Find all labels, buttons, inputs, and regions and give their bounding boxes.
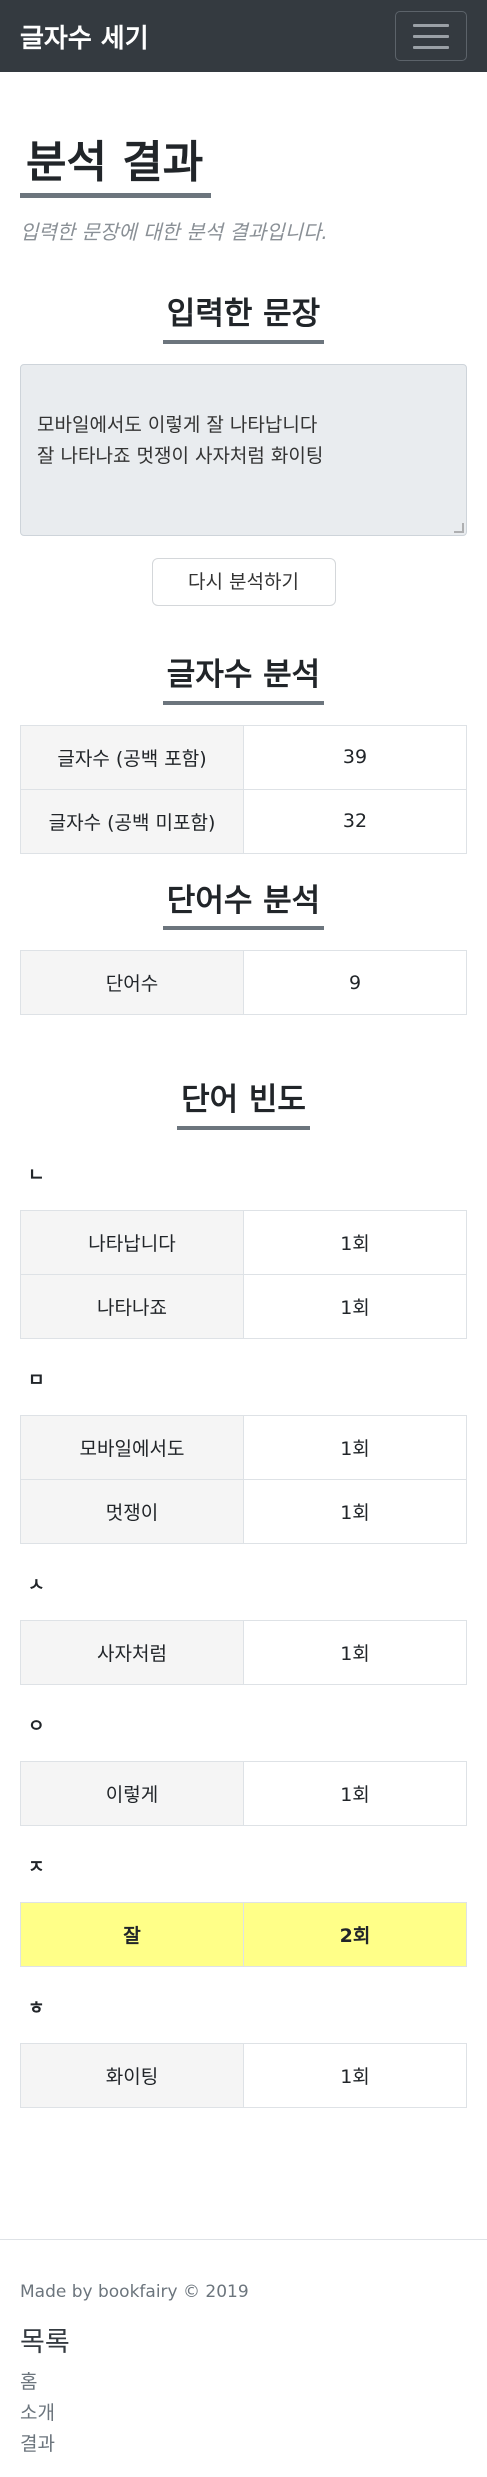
reanalyze-button[interactable]: 다시 분석하기 [151, 557, 336, 606]
table-row: 글자수 (공백 포함) 39 [20, 724, 467, 790]
char-section-header: 글자수 분석 [20, 656, 467, 705]
freq-word: 이렇게 [20, 1761, 244, 1827]
input-section-header: 입력한 문장 [20, 295, 467, 344]
freq-section-header: 단어 빈도 [20, 1081, 467, 1131]
word-section-title: 단어수 분석 [162, 882, 325, 931]
freq-count: 1회 [243, 1210, 467, 1276]
footer-link-about[interactable]: 소개 [20, 2402, 55, 2424]
freq-count: 1회 [243, 1274, 467, 1340]
freq-table: 사자처럼 1회 [20, 1620, 467, 1686]
freq-group-label: ㅁ [28, 1370, 45, 1392]
hamburger-icon [413, 45, 449, 49]
table-value: 39 [243, 724, 467, 790]
table-value: 9 [243, 950, 467, 1016]
table-row: 글자수 (공백 미포함) 32 [20, 788, 467, 854]
freq-word: 나타납니다 [20, 1210, 244, 1276]
freq-word: 잘 [20, 1902, 244, 1968]
freq-group-label: ㅅ [28, 1575, 45, 1597]
footer-link-home[interactable]: 홈 [20, 2371, 38, 2393]
hamburger-icon [413, 34, 449, 38]
freq-word: 화이팅 [20, 2043, 244, 2109]
page-lead: 입력한 문장에 대한 분석 결과입니다. [20, 220, 328, 245]
footer-link-result[interactable]: 결과 [20, 2433, 55, 2455]
freq-table: 이렇게 1회 [20, 1761, 467, 1827]
input-text: 모바일에서도 이렇게 잘 나타납니다 잘 나타나죠 멋쟁이 사자처럼 화이팅 [37, 413, 324, 467]
table-row: 멋쟁이 1회 [20, 1479, 467, 1545]
freq-table: 모바일에서도 1회 멋쟁이 1회 [20, 1415, 467, 1545]
freq-group-label: ㄴ [28, 1165, 45, 1187]
brand-title[interactable]: 글자수 세기 [20, 23, 149, 54]
table-row: 화이팅 1회 [20, 2043, 467, 2109]
main-content: 분석 결과 입력한 문장에 대한 분석 결과입니다. 입력한 문장 모바일에서도… [0, 72, 487, 2109]
footer: Made by bookfairy © 2019 목록 홈 소개 결과 [0, 2239, 487, 2460]
table-row: 나타납니다 1회 [20, 1210, 467, 1276]
freq-count: 1회 [243, 2043, 467, 2109]
hamburger-icon [413, 23, 449, 27]
freq-table: 나타납니다 1회 나타나죠 1회 [20, 1210, 467, 1340]
input-section-title: 입력한 문장 [162, 295, 325, 344]
freq-count: 1회 [243, 1761, 467, 1827]
freq-word: 멋쟁이 [20, 1479, 244, 1545]
table-row: 나타나죠 1회 [20, 1274, 467, 1340]
word-count-table: 단어수 9 [20, 950, 467, 1016]
freq-group-label: ㅈ [28, 1857, 45, 1879]
freq-count: 2회 [243, 1902, 467, 1968]
word-section-header: 단어수 분석 [20, 882, 467, 931]
freq-group-label: ㅇ [28, 1716, 45, 1738]
resize-handle-icon[interactable] [454, 522, 464, 533]
table-row: 모바일에서도 1회 [20, 1415, 467, 1481]
freq-table: 화이팅 1회 [20, 2043, 467, 2109]
freq-word: 사자처럼 [20, 1620, 244, 1686]
table-value: 32 [243, 788, 467, 854]
freq-word: 나타나죠 [20, 1274, 244, 1340]
freq-count: 1회 [243, 1415, 467, 1481]
freq-count: 1회 [243, 1620, 467, 1686]
footer-menu-title: 목록 [20, 2327, 70, 2358]
footer-menu: 홈 소개 결과 [20, 2367, 467, 2460]
input-text-area[interactable]: 모바일에서도 이렇게 잘 나타납니다 잘 나타나죠 멋쟁이 사자처럼 화이팅 [20, 363, 467, 536]
freq-section-title: 단어 빈도 [177, 1081, 310, 1131]
char-count-table: 글자수 (공백 포함) 39 글자수 (공백 미포함) 32 [20, 724, 467, 854]
table-row: 이렇게 1회 [20, 1761, 467, 1827]
freq-group-label: ㅎ [28, 1998, 45, 2020]
char-section-title: 글자수 분석 [162, 656, 325, 705]
table-key: 단어수 [20, 950, 244, 1016]
table-key: 글자수 (공백 미포함) [20, 788, 244, 854]
freq-word: 모바일에서도 [20, 1415, 244, 1481]
freq-count: 1회 [243, 1479, 467, 1545]
navbar-toggler-button[interactable] [395, 11, 467, 61]
footer-credit: Made by bookfairy © 2019 [20, 2282, 249, 2302]
table-key: 글자수 (공백 포함) [20, 724, 244, 790]
table-row: 단어수 9 [20, 950, 467, 1016]
page-title: 분석 결과 [20, 134, 212, 199]
freq-table: 잘 2회 [20, 1902, 467, 1968]
table-row: 사자처럼 1회 [20, 1620, 467, 1686]
table-row-highlight: 잘 2회 [20, 1902, 467, 1968]
navbar: 글자수 세기 [0, 0, 487, 72]
